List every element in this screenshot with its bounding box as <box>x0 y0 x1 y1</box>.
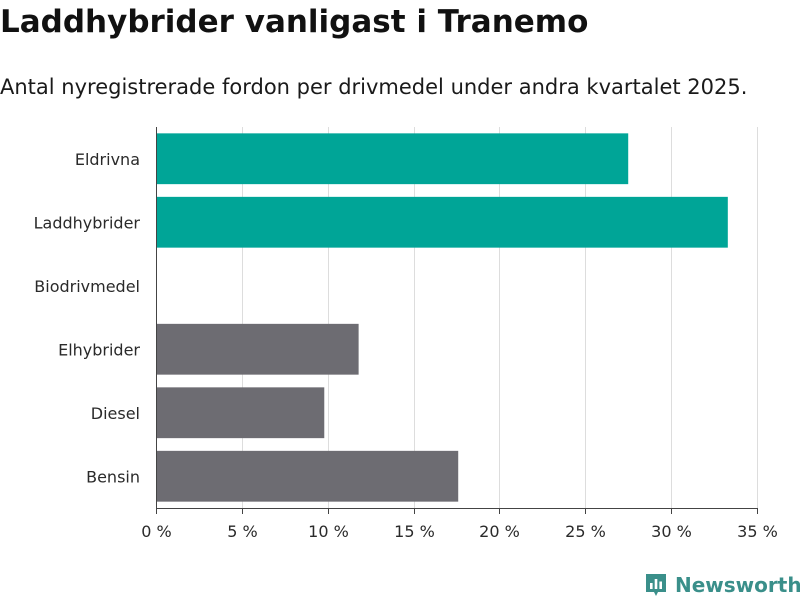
category-label: Bensin <box>86 467 140 486</box>
category-label: Laddhybrider <box>34 213 141 232</box>
bar-chart-icon <box>646 574 666 596</box>
bar-elhybrider <box>156 323 359 375</box>
brand-name: Newsworthy <box>675 573 800 597</box>
bar-eldrivna <box>156 133 629 185</box>
bars <box>156 133 728 502</box>
bar-bensin <box>156 450 459 502</box>
x-tick-label: 20 % <box>479 522 520 541</box>
category-label: Eldrivna <box>75 150 140 169</box>
x-tick-label: 25 % <box>565 522 606 541</box>
x-axis: 0 % 5 % 10 % 15 % 20 % 25 % 30 % 35 % <box>141 127 778 541</box>
category-label: Elhybrider <box>58 340 140 359</box>
x-tick-label: 15 % <box>394 522 435 541</box>
bar-laddhybrider <box>156 196 728 248</box>
category-label: Biodrivmedel <box>34 277 140 296</box>
gridlines <box>242 127 758 508</box>
x-tick-label: 35 % <box>737 522 778 541</box>
bar-diesel <box>156 387 325 439</box>
x-tick-label: 30 % <box>651 522 692 541</box>
newsworthy-logo: Newsworthy <box>644 570 800 600</box>
category-labels: Eldrivna Laddhybrider Biodrivmedel Elhybrid… <box>34 150 141 487</box>
x-tick-label: 0 % <box>141 522 171 541</box>
category-label: Diesel <box>91 404 140 423</box>
chart-subtitle: Antal nyregistrerade fordon per drivmede… <box>0 75 748 99</box>
x-tick-label: 10 % <box>308 522 349 541</box>
x-tick-label: 5 % <box>227 522 257 541</box>
chart-title: Laddhybrider vanligast i Tranemo <box>0 4 589 40</box>
